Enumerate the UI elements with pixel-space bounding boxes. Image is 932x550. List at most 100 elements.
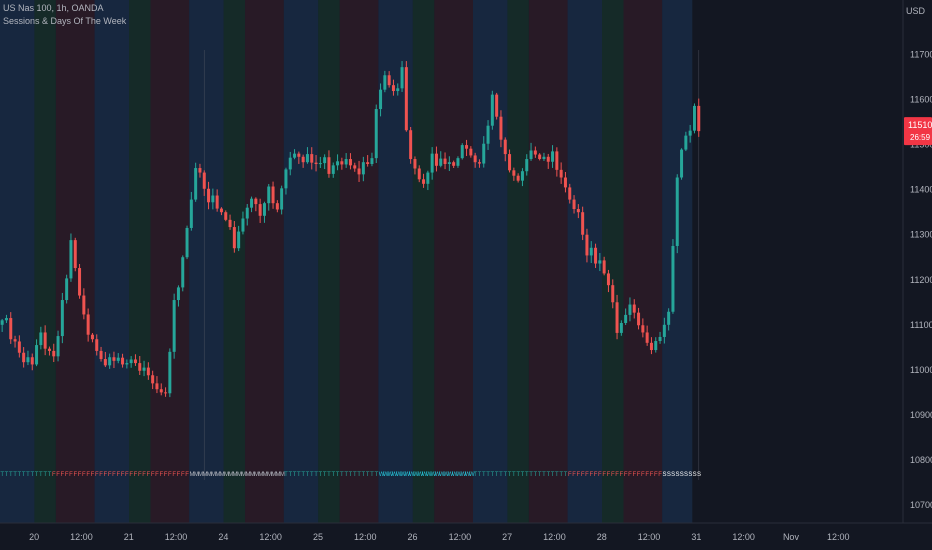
day-letter: F [585, 472, 589, 478]
day-letter: T [5, 472, 9, 478]
candle-down [215, 195, 219, 209]
candle-down [581, 212, 585, 235]
time-axis[interactable]: 20 12:00 21 12:00 24 12:00 25 12:00 26 12:00 27 12:… [29, 532, 849, 542]
price-tick-label: 10700.0 [910, 500, 932, 510]
day-letter: W [456, 472, 462, 478]
candle-up [172, 300, 176, 352]
london-session-band [34, 0, 56, 523]
asia-session-band [473, 0, 508, 523]
day-letter: M [267, 472, 272, 478]
day-letter: F [172, 472, 176, 478]
day-letter: T [362, 472, 366, 478]
day-letter: F [577, 472, 581, 478]
candle-down [232, 227, 236, 249]
day-letter: M [207, 472, 212, 478]
day-letter: F [611, 472, 615, 478]
candle-down [409, 130, 413, 160]
candle-up [189, 199, 193, 228]
day-letter: T [306, 472, 310, 478]
day-letter: T [39, 472, 43, 478]
day-letter: T [486, 472, 490, 478]
day-letter: M [250, 472, 255, 478]
day-letter: W [460, 472, 466, 478]
day-letter: T [564, 472, 568, 478]
new-york-session-band [245, 0, 284, 523]
candle-up [542, 156, 546, 160]
time-tick-label: 12:00 [638, 532, 661, 542]
london-session-band [129, 0, 151, 523]
candle-up [344, 159, 348, 165]
day-letter: W [400, 472, 406, 478]
candle-up [482, 143, 486, 164]
day-letter: T [555, 472, 559, 478]
day-letter: F [645, 472, 649, 478]
candle-down [78, 268, 82, 296]
day-letter: F [654, 472, 658, 478]
candle-up [370, 158, 374, 164]
day-letter: T [353, 472, 357, 478]
day-letter: T [482, 472, 486, 478]
candle-down [43, 332, 47, 349]
candle-down [413, 159, 417, 169]
day-letter: F [121, 472, 125, 478]
candle-down [82, 295, 86, 315]
day-letter: F [116, 472, 120, 478]
day-letter: F [151, 472, 155, 478]
day-letter: T [521, 472, 525, 478]
candle-up [662, 324, 666, 337]
candle-up [628, 304, 632, 315]
candle-down [357, 168, 361, 175]
candle-down [508, 154, 512, 171]
candle-down [499, 116, 503, 140]
candle-down [297, 153, 301, 157]
day-letter: T [314, 472, 318, 478]
candle-up [520, 171, 524, 181]
price-tick-label: 10800.0 [910, 455, 932, 465]
day-letter: M [245, 472, 250, 478]
candle-up [211, 195, 215, 203]
candle-down [198, 168, 202, 173]
candle-down [99, 350, 103, 360]
symbol-title[interactable]: US Nas 100, 1h, OANDA [3, 3, 104, 13]
candle-down [151, 375, 155, 384]
day-letter: F [95, 472, 99, 478]
day-letter: F [73, 472, 77, 478]
candle-up [374, 109, 378, 159]
candle-up [654, 341, 658, 351]
day-letter: M [276, 472, 281, 478]
day-letter: W [422, 472, 428, 478]
day-letter: T [18, 472, 22, 478]
asia-session-band [189, 0, 224, 523]
day-letter: F [125, 472, 129, 478]
asia-session-band [94, 0, 129, 523]
candle-down [606, 273, 610, 286]
day-letter: F [598, 472, 602, 478]
candle-down [254, 198, 258, 205]
asia-session-band [0, 0, 35, 523]
time-tick-label: 25 [313, 532, 323, 542]
candle-up [168, 351, 172, 394]
candle-up [430, 153, 434, 173]
day-letter: F [581, 472, 585, 478]
candle-down [314, 162, 318, 164]
candle-down [366, 162, 370, 164]
candle-down [219, 208, 223, 213]
day-letter: T [534, 472, 538, 478]
day-letter: W [452, 472, 458, 478]
day-letter: T [26, 472, 30, 478]
asia-session-band [662, 0, 697, 523]
new-york-session-band [339, 0, 379, 523]
candle-up [589, 247, 593, 256]
time-tick-label: 21 [124, 532, 134, 542]
candle-up [194, 168, 198, 200]
day-letter: T [301, 472, 305, 478]
day-letter: W [469, 472, 475, 478]
candle-up [69, 240, 73, 279]
candle-down [47, 348, 51, 351]
day-letter: F [572, 472, 576, 478]
day-letter: W [426, 472, 432, 478]
candle-down [512, 170, 516, 176]
indicator-title[interactable]: Sessions & Days Of The Week [3, 16, 127, 26]
candle-up [529, 150, 533, 160]
